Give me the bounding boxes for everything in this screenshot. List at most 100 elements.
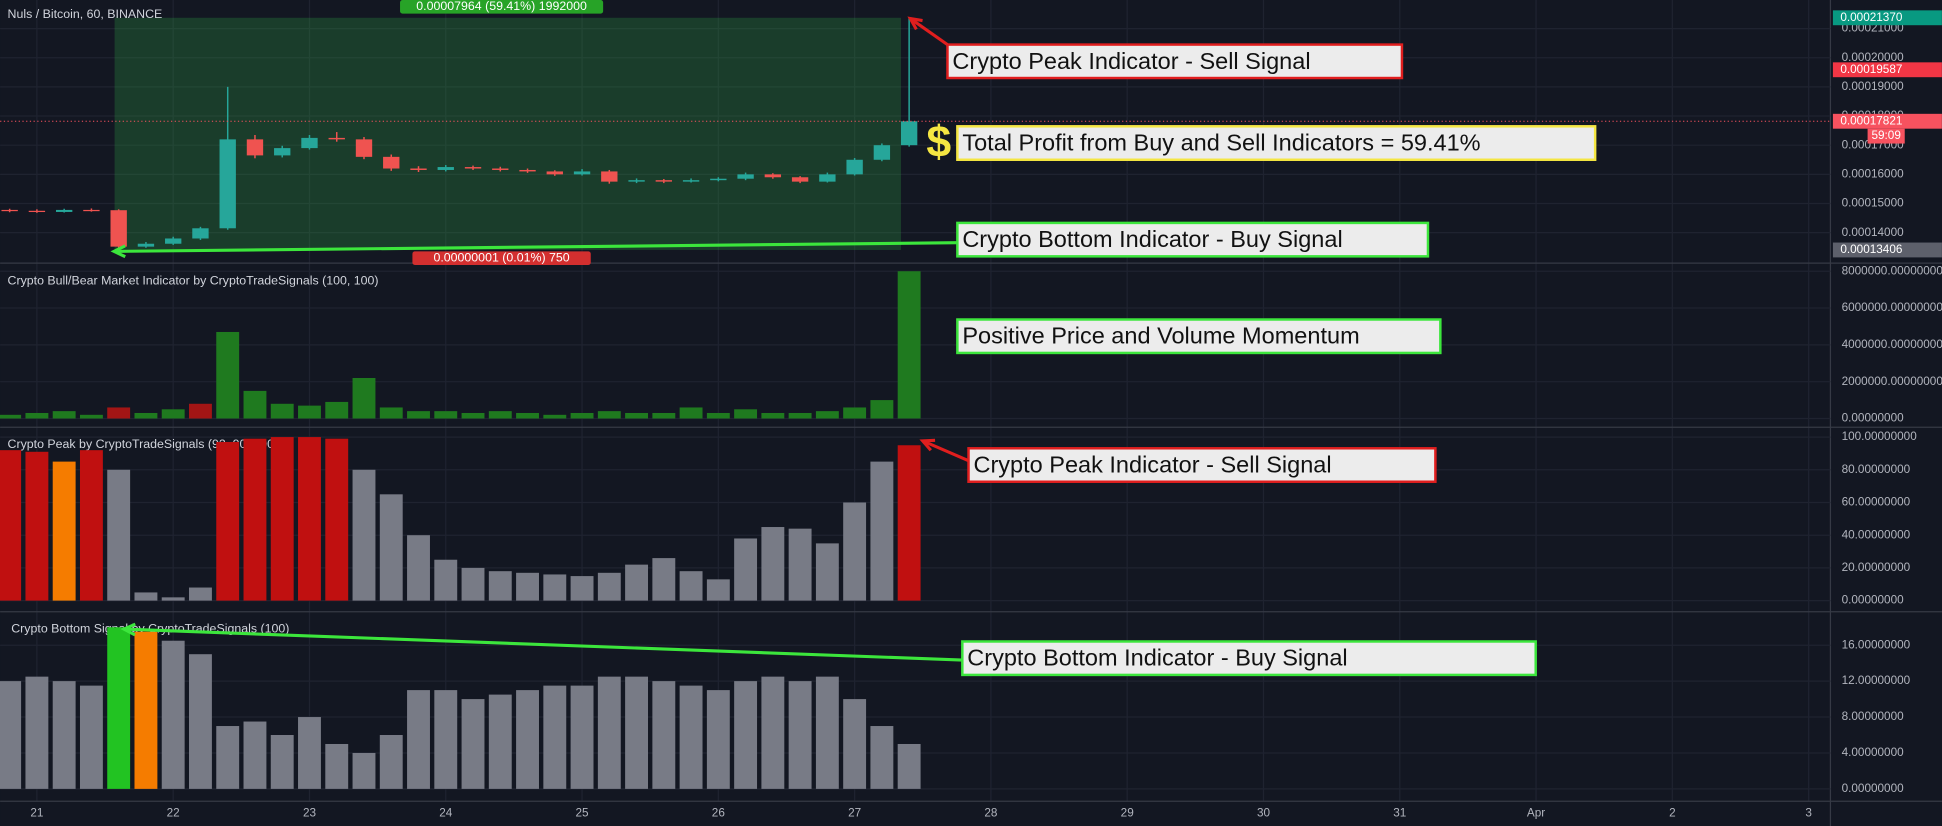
bar bbox=[543, 574, 567, 601]
bar bbox=[815, 543, 839, 601]
bar bbox=[843, 699, 867, 789]
y-tick-label: 40.00000000 bbox=[1842, 528, 1911, 541]
bar bbox=[0, 681, 22, 789]
price-tag bbox=[1832, 113, 1942, 129]
candle-body bbox=[791, 177, 809, 182]
bar bbox=[870, 726, 894, 789]
loss-label: 0.00000001 (0.01%) 750 bbox=[433, 250, 569, 264]
y-tick-label: 16.00000000 bbox=[1842, 638, 1911, 651]
annotation-box bbox=[956, 125, 1597, 161]
y-tick-label: 0.00014000 bbox=[1842, 226, 1905, 239]
bar bbox=[325, 401, 349, 419]
bar bbox=[516, 690, 539, 789]
candle-body bbox=[519, 169, 536, 172]
price-tag-label: 0.00021370 bbox=[1840, 11, 1903, 24]
annotation-text: Crypto Peak Indicator - Sell Signal bbox=[952, 48, 1310, 74]
bar bbox=[107, 627, 131, 789]
bar bbox=[761, 527, 785, 601]
bar bbox=[461, 699, 485, 789]
candle-body bbox=[383, 156, 400, 169]
bar bbox=[870, 400, 894, 419]
candle-body bbox=[410, 168, 427, 170]
bar bbox=[189, 587, 212, 601]
bar bbox=[652, 558, 676, 601]
bar bbox=[52, 681, 76, 789]
bar bbox=[270, 437, 294, 601]
bar bbox=[0, 414, 22, 419]
bar bbox=[652, 412, 676, 419]
annotation-text: Total Profit from Buy and Sell Indicator… bbox=[962, 129, 1480, 155]
bar bbox=[516, 572, 539, 601]
candle-body bbox=[328, 137, 345, 140]
bar bbox=[379, 407, 403, 419]
candle-body bbox=[1, 209, 18, 212]
countdown-bg bbox=[1867, 128, 1905, 144]
bar bbox=[0, 450, 22, 601]
annotation-text: Positive Price and Volume Momentum bbox=[962, 323, 1359, 349]
bar bbox=[706, 579, 730, 601]
y-tick-label: 20.00000000 bbox=[1842, 561, 1911, 574]
bar bbox=[243, 721, 267, 789]
candle-body bbox=[110, 210, 127, 247]
y-tick-label: 4000000.00000000 bbox=[1842, 338, 1942, 351]
candle-body bbox=[819, 174, 836, 182]
candle-body bbox=[301, 137, 318, 149]
bar bbox=[843, 502, 867, 601]
bar bbox=[352, 752, 376, 789]
x-tick-label: 29 bbox=[1121, 807, 1134, 820]
bar bbox=[52, 461, 76, 601]
annotation-text: Crypto Bottom Indicator - Buy Signal bbox=[962, 226, 1342, 252]
pane-title: Nuls / Bitcoin, 60, BINANCE bbox=[8, 7, 163, 21]
bar bbox=[79, 685, 103, 789]
x-tick-label: 30 bbox=[1257, 807, 1271, 820]
candle-body bbox=[737, 174, 754, 179]
price-tag-label: 0.00017821 bbox=[1840, 114, 1902, 127]
candle-body bbox=[28, 210, 46, 213]
bar bbox=[516, 412, 539, 419]
bar bbox=[25, 676, 49, 789]
candle-body bbox=[846, 159, 863, 175]
bar bbox=[652, 681, 676, 789]
bar bbox=[461, 412, 485, 419]
x-tick-label: 26 bbox=[712, 807, 726, 820]
y-tick-label: 0.00016000 bbox=[1842, 167, 1905, 180]
y-tick-label: 0.00000000 bbox=[1842, 594, 1905, 607]
candle-body bbox=[464, 167, 482, 169]
bar bbox=[134, 412, 158, 419]
bar bbox=[597, 676, 621, 789]
bar bbox=[570, 412, 594, 419]
y-tick-label: 80.00000000 bbox=[1842, 463, 1911, 476]
x-tick-label: 24 bbox=[439, 807, 453, 820]
bar bbox=[734, 409, 758, 419]
bar bbox=[216, 331, 240, 419]
bar bbox=[107, 407, 131, 419]
candle-body bbox=[83, 209, 100, 212]
bar bbox=[407, 411, 430, 419]
arrow bbox=[922, 439, 970, 463]
price-tag bbox=[1832, 62, 1942, 78]
x-tick-label: 22 bbox=[167, 807, 180, 820]
bar bbox=[461, 567, 485, 601]
bar bbox=[25, 412, 49, 419]
candle-body bbox=[546, 171, 563, 175]
candle-body bbox=[219, 139, 236, 229]
annotation-text: Crypto Peak Indicator - Sell Signal bbox=[973, 451, 1331, 477]
bar bbox=[761, 412, 785, 419]
bar bbox=[434, 690, 458, 789]
countdown: 59:09 bbox=[1871, 129, 1900, 142]
profit-range bbox=[114, 17, 901, 250]
candle-body bbox=[573, 171, 591, 175]
pane-title: Crypto Peak by CryptoTradeSignals (92, 9… bbox=[8, 437, 279, 451]
bar bbox=[352, 378, 376, 419]
annotation-icon: $ bbox=[926, 118, 951, 167]
price-tag bbox=[1832, 242, 1942, 258]
candle-body bbox=[900, 121, 918, 146]
bar bbox=[815, 676, 839, 789]
candle-body bbox=[628, 180, 645, 182]
bar bbox=[679, 571, 703, 601]
annotation-box bbox=[961, 640, 1537, 677]
bar bbox=[570, 685, 594, 789]
candle-body bbox=[437, 167, 454, 170]
bar bbox=[298, 405, 321, 419]
bar bbox=[107, 469, 131, 601]
